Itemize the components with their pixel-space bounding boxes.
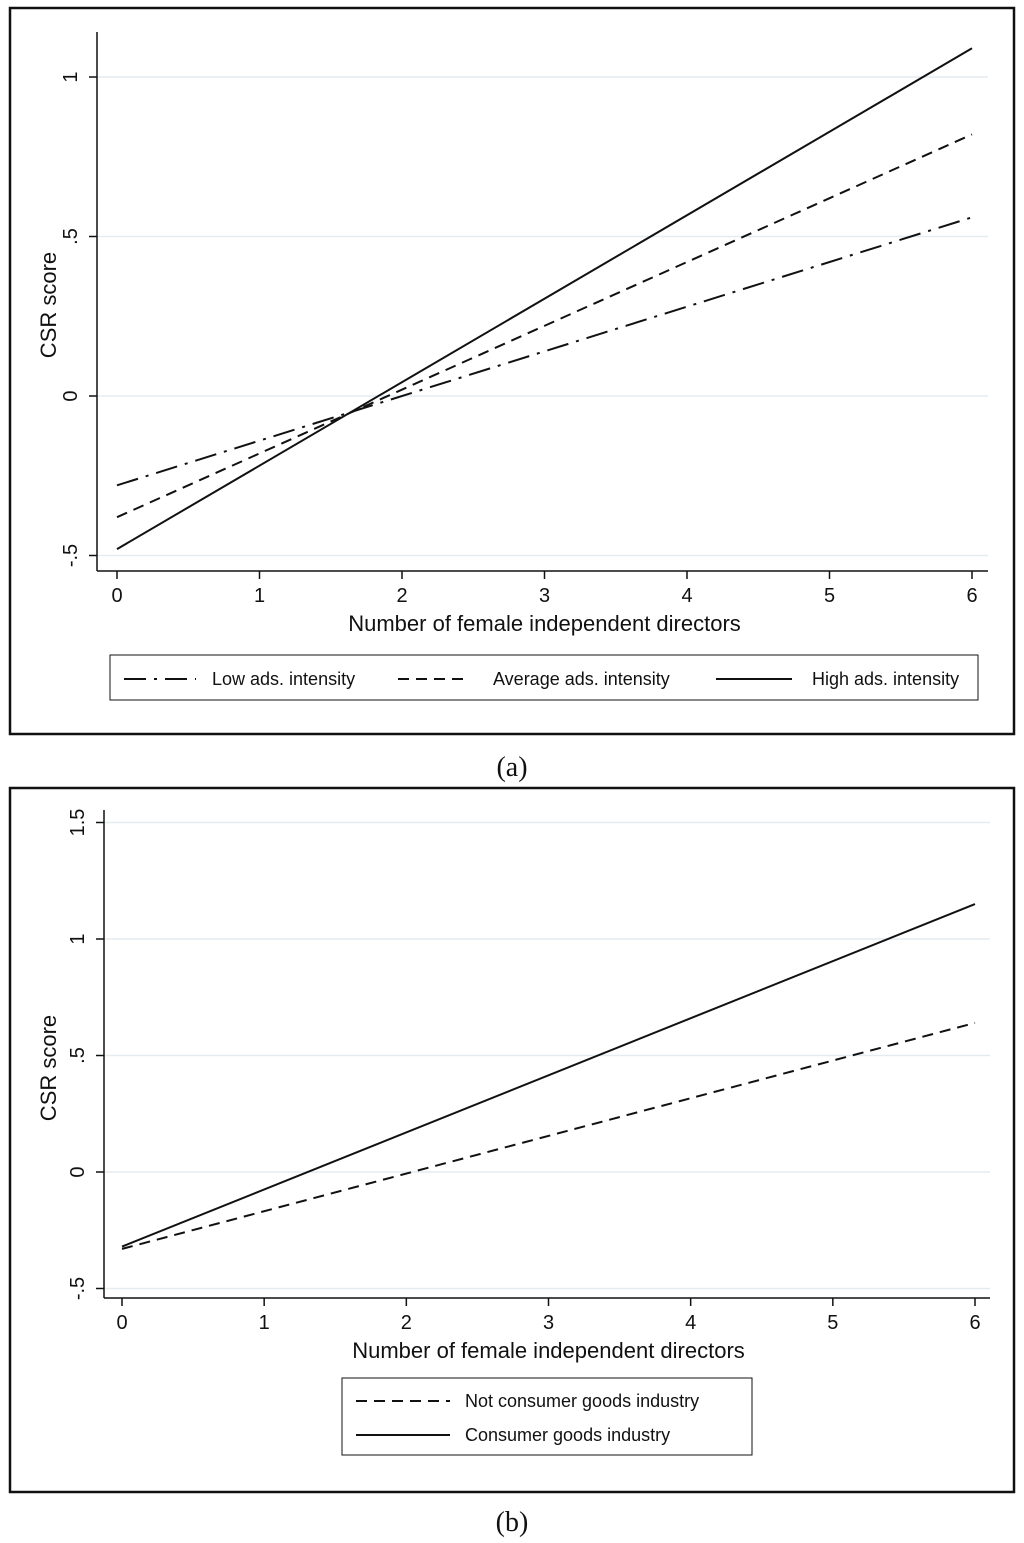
series-line-2 bbox=[121, 903, 976, 1248]
x-tick-label: 1 bbox=[254, 585, 265, 607]
panel-b-legend: Not consumer goods industry Consumer goo… bbox=[341, 1377, 753, 1456]
x-tick-label: 1 bbox=[259, 1312, 270, 1334]
y-tick-label: -.5 bbox=[67, 1277, 89, 1300]
x-tick-label: 0 bbox=[111, 585, 122, 607]
y-tick-label: .5 bbox=[67, 1047, 89, 1064]
x-tick-label: 4 bbox=[681, 585, 692, 607]
x-tick-label: 3 bbox=[539, 585, 550, 607]
y-axis-title: CSR score bbox=[36, 1015, 61, 1121]
legend-b-label-not-consumer: Not consumer goods industry bbox=[465, 1391, 699, 1411]
x-tick-label: 0 bbox=[116, 1312, 127, 1334]
x-axis-title: Number of female independent directors bbox=[348, 611, 741, 636]
panel-b-frame bbox=[8, 786, 1016, 1494]
series-line-2 bbox=[116, 133, 973, 519]
y-tick-label: 1 bbox=[60, 71, 82, 82]
x-tick-label: 5 bbox=[824, 585, 835, 607]
y-tick-label: 0 bbox=[67, 1166, 89, 1177]
panel-b: 0 1 2 3 4 5 6 -.5 0 .5 1 1.5 Number of female indepe… bbox=[8, 786, 1016, 1494]
y-tick-label: 1 bbox=[67, 933, 89, 944]
x-tick-label: 2 bbox=[401, 1312, 412, 1334]
x-axis-title: Number of female independent directors bbox=[352, 1338, 745, 1363]
legend-a-label-average: Average ads. intensity bbox=[493, 669, 670, 689]
legend-a-label-low: Low ads. intensity bbox=[212, 669, 355, 689]
y-tick-label: .5 bbox=[60, 228, 82, 245]
x-tick-label: 4 bbox=[685, 1312, 696, 1334]
legend-a-label-high: High ads. intensity bbox=[812, 669, 959, 689]
panel-a: 0 1 2 3 4 5 6 -.5 0 .5 1 Number of female independe… bbox=[8, 6, 1016, 736]
y-tick-label: -.5 bbox=[60, 544, 82, 567]
panel-a-caption: (a) bbox=[496, 752, 527, 783]
y-tick-label: 1.5 bbox=[67, 809, 89, 837]
x-tick-label: 2 bbox=[396, 585, 407, 607]
panel-a-plot: 0 1 2 3 4 5 6 -.5 0 .5 1 Number of female independe… bbox=[36, 32, 988, 636]
x-tick-label: 6 bbox=[969, 1312, 980, 1334]
series-line-1 bbox=[121, 1021, 976, 1250]
panel-b-caption: (b) bbox=[496, 1507, 529, 1538]
panel-a-frame bbox=[8, 6, 1016, 736]
panel-b-plot: 0 1 2 3 4 5 6 -.5 0 .5 1 1.5 Number of female indepe… bbox=[36, 809, 990, 1363]
x-tick-label: 6 bbox=[966, 585, 977, 607]
panel-a-legend-box bbox=[109, 654, 979, 701]
y-tick-label: 0 bbox=[60, 390, 82, 401]
panel-b-legend-box bbox=[341, 1377, 753, 1456]
y-axis-title: CSR score bbox=[36, 252, 61, 358]
x-tick-label: 3 bbox=[543, 1312, 554, 1334]
legend-b-label-consumer: Consumer goods industry bbox=[465, 1425, 670, 1445]
x-tick-label: 5 bbox=[827, 1312, 838, 1334]
panel-a-legend: Low ads. intensity Average ads. intensit… bbox=[109, 654, 979, 701]
series-line-3 bbox=[116, 47, 973, 550]
series-line-1 bbox=[116, 216, 973, 487]
